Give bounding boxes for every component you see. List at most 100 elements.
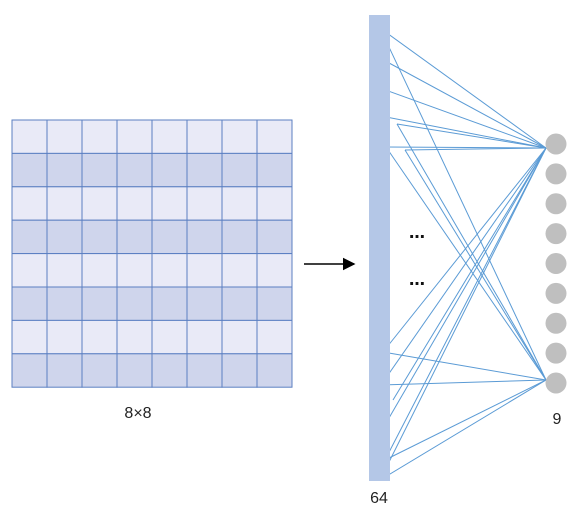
output-node	[545, 163, 567, 185]
input-grid	[11, 119, 293, 388]
output-layer	[545, 133, 567, 394]
grid-cell	[151, 186, 188, 221]
grid-cell	[81, 152, 118, 188]
grid-cell	[81, 253, 118, 288]
grid-cell	[151, 119, 188, 154]
grid-cell	[11, 219, 48, 255]
grid-cell	[116, 152, 153, 188]
grid-cell	[256, 353, 293, 388]
connection-line	[379, 379, 547, 481]
grid-cell	[11, 286, 48, 321]
grid-cell	[186, 219, 223, 255]
grid-cell	[11, 152, 48, 188]
grid-cell	[116, 119, 153, 154]
grid-cell	[221, 353, 258, 388]
connection-line	[396, 123, 547, 381]
grid-cell	[186, 152, 223, 188]
grid-cell	[11, 353, 48, 388]
connections	[377, 27, 547, 481]
grid-cell	[151, 219, 188, 255]
input-layer-bar	[369, 15, 390, 481]
grid-cell	[221, 219, 258, 255]
output-node	[545, 253, 567, 274]
grid-cell	[221, 152, 258, 188]
grid-cell	[256, 119, 293, 154]
grid-cell	[151, 319, 188, 355]
output-node	[545, 193, 567, 215]
output-node	[545, 372, 567, 394]
grid-cell	[46, 119, 83, 154]
grid-cell	[46, 186, 83, 221]
grid-cell	[256, 319, 293, 355]
grid-cell	[81, 186, 118, 221]
grid-cell	[116, 286, 153, 321]
connection-line	[404, 147, 547, 151]
grid-cell	[256, 253, 293, 288]
grid-cell	[221, 119, 258, 154]
connection-line	[382, 147, 547, 353]
grid-cell	[221, 253, 258, 288]
output-node	[545, 312, 567, 334]
grid-cell	[116, 319, 153, 355]
grid-cell	[256, 186, 293, 221]
grid-cell	[186, 353, 223, 388]
output-layer-label: 9	[553, 411, 562, 428]
grid-cell	[151, 253, 188, 288]
grid-cell	[186, 119, 223, 154]
connection-line	[379, 27, 547, 149]
connection-line	[380, 379, 547, 386]
grid-cell	[221, 319, 258, 355]
connection-line	[379, 27, 547, 381]
grid-cell	[46, 319, 83, 355]
connection-line	[379, 87, 547, 149]
connection-line	[377, 56, 547, 149]
grid-size-label: 8×8	[124, 405, 151, 422]
grid-cell	[116, 219, 153, 255]
connection-line	[380, 115, 547, 149]
ellipsis-upper: …	[409, 223, 425, 242]
connection-line	[385, 146, 547, 381]
connection-line	[384, 147, 547, 461]
output-node	[545, 133, 567, 155]
ellipsis-lower: …	[409, 270, 425, 289]
grid-cell	[81, 219, 118, 255]
grid-cell	[221, 186, 258, 221]
grid-cell	[81, 319, 118, 355]
grid-cell	[11, 119, 48, 154]
connection-line	[382, 351, 547, 381]
input-layer-label: 64	[370, 490, 388, 507]
grid-cell	[186, 186, 223, 221]
grid-cell	[11, 253, 48, 288]
connection-line	[381, 147, 547, 431]
grid-cell	[81, 286, 118, 321]
grid-cell	[151, 286, 188, 321]
grid-cell	[116, 253, 153, 288]
output-node	[545, 282, 567, 304]
grid-cell	[46, 353, 83, 388]
grid-cell	[46, 219, 83, 255]
grid-cell	[256, 286, 293, 321]
connection-line	[384, 379, 547, 461]
grid-cell	[81, 353, 118, 388]
grid-cell	[186, 286, 223, 321]
grid-cell	[46, 253, 83, 288]
connection-line	[380, 147, 547, 386]
grid-cell	[11, 319, 48, 355]
grid-cell	[151, 152, 188, 188]
connection-line	[396, 123, 547, 149]
grid-cell	[11, 186, 48, 221]
grid-cell	[151, 353, 188, 388]
grid-cell	[116, 353, 153, 388]
grid-cell	[256, 219, 293, 255]
connection-line	[379, 147, 547, 481]
connection-line	[404, 149, 547, 381]
output-node	[545, 342, 567, 364]
grid-cell	[81, 119, 118, 154]
grid-cell	[221, 286, 258, 321]
grid-cell	[256, 152, 293, 188]
grid-cell	[186, 253, 223, 288]
grid-cell	[186, 319, 223, 355]
output-node	[545, 223, 567, 245]
